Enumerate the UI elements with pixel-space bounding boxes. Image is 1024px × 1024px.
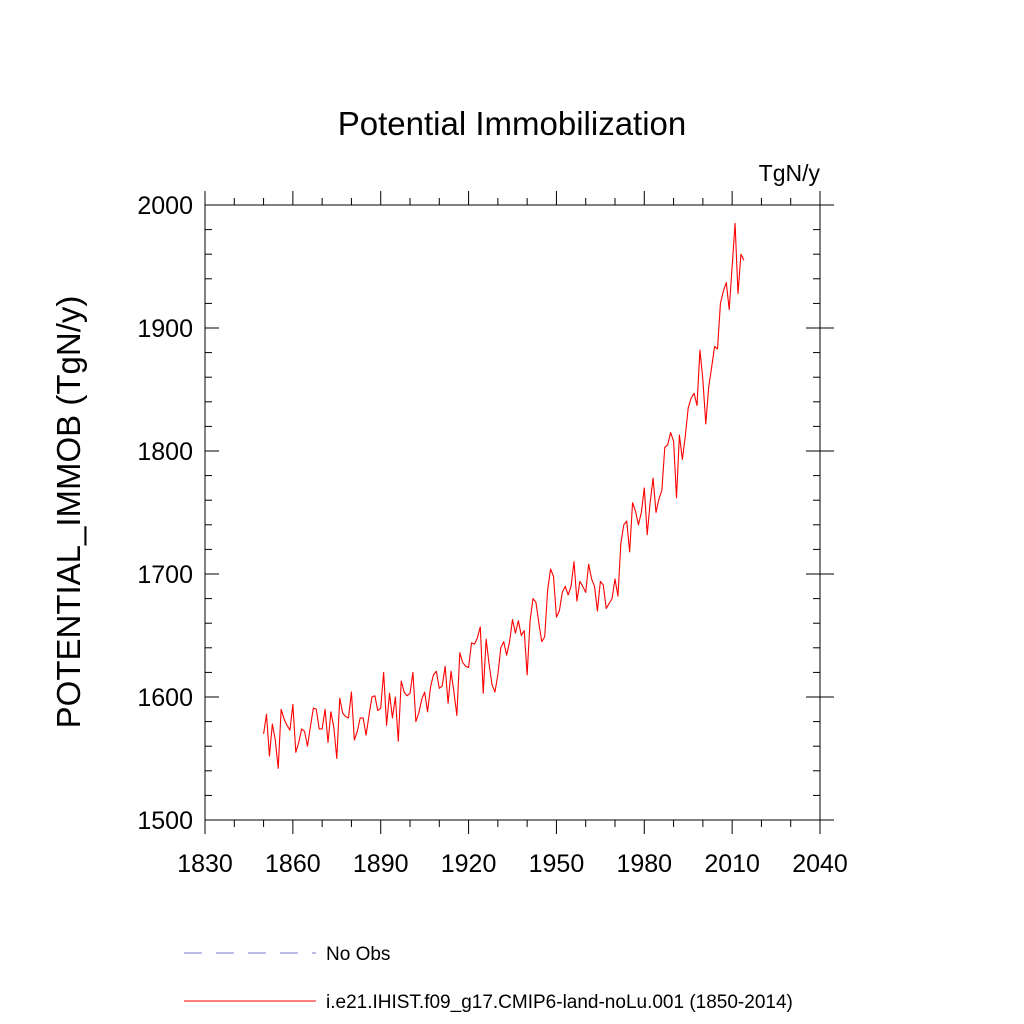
- units-label: TgN/y: [759, 160, 821, 186]
- y-tick-label: 1800: [137, 438, 193, 466]
- plot-area: 1830 1860 1890 1920 1950 1980 2010 2040 1500 1600…: [137, 191, 848, 878]
- x-tick-label: 1980: [616, 850, 672, 878]
- x-tick-label: 1830: [177, 850, 233, 878]
- legend-label: No Obs: [326, 944, 390, 965]
- x-tick-label: 2040: [792, 850, 848, 878]
- chart-title: Potential Immobilization: [338, 105, 687, 142]
- plot-frame: [204, 204, 821, 821]
- series-line: [263, 222, 745, 769]
- x-tick-label: 1920: [441, 850, 497, 878]
- y-tick-label: 1900: [137, 315, 193, 343]
- legend: No Obs i.e21.IHIST.f09_g17.CMIP6-land-noL…: [184, 944, 793, 1013]
- y-axis-label: POTENTIAL_IMMOB (TgN/y): [50, 296, 87, 729]
- y-tick-label: 1500: [137, 807, 193, 835]
- x-tick-label: 2010: [704, 850, 760, 878]
- x-tick-label: 1860: [265, 850, 321, 878]
- y-tick-label: 2000: [137, 192, 193, 220]
- x-tick-label: 1950: [529, 850, 585, 878]
- y-tick-label: 1700: [137, 561, 193, 589]
- x-tick-label: 1890: [353, 850, 409, 878]
- y-tick-label: 1600: [137, 684, 193, 712]
- legend-label: i.e21.IHIST.f09_g17.CMIP6-land-noLu.001 …: [326, 992, 793, 1013]
